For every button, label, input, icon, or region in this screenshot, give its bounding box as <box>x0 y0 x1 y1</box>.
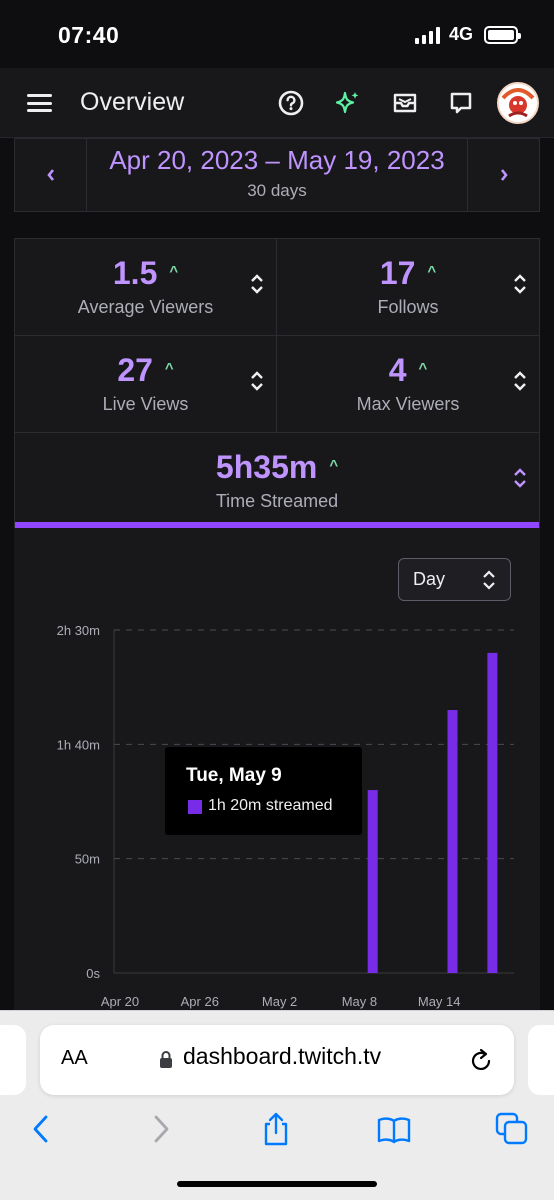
stat-label: Follows <box>377 297 439 317</box>
previous-range-button[interactable] <box>15 139 87 211</box>
stat-live-views[interactable]: 27 ^ Live Views <box>15 336 277 433</box>
whispers-icon[interactable] <box>447 89 475 117</box>
status-bar: 07:40 4G <box>0 0 554 68</box>
stat-value: 1.5 <box>112 255 158 291</box>
next-range-button[interactable] <box>467 139 539 211</box>
chart-tooltip: Tue, May 9 1h 20m streamed <box>165 747 362 835</box>
chevron-updown-icon <box>483 570 495 590</box>
sparkle-icon[interactable] <box>334 89 362 117</box>
stat-label: Time Streamed <box>215 491 339 511</box>
tooltip-title: Tue, May 9 <box>186 765 282 786</box>
arrow-up-icon: ^ <box>427 263 437 280</box>
reload-icon[interactable] <box>470 1047 494 1073</box>
selected-stat-indicator <box>15 522 539 528</box>
bookmarks-icon[interactable] <box>377 1112 411 1146</box>
arrow-up-icon: ^ <box>169 263 179 280</box>
y-tick-label: 2h 30m <box>57 623 100 638</box>
chevron-left-icon <box>46 169 54 181</box>
chevron-right-icon <box>500 169 508 181</box>
arrow-up-icon: ^ <box>164 360 174 377</box>
reader-settings-button[interactable]: AA <box>61 1047 88 1069</box>
sort-icon[interactable] <box>513 467 527 489</box>
chart-bar[interactable] <box>447 710 458 973</box>
previous-tab-peek[interactable] <box>0 1025 26 1095</box>
network-type: 4G <box>448 24 473 44</box>
app-header: Overview <box>0 68 554 138</box>
stat-value: 5h35m <box>215 449 318 485</box>
stat-label: Live Views <box>102 394 189 414</box>
stat-time-streamed[interactable]: 5h35m ^ Time Streamed <box>15 433 539 528</box>
tabs-icon[interactable] <box>495 1112 529 1146</box>
stat-value: 17 <box>379 255 416 291</box>
next-tab-peek[interactable] <box>528 1025 554 1095</box>
stat-label: Max Viewers <box>356 394 460 414</box>
stat-value: 4 <box>388 352 407 388</box>
sort-icon[interactable] <box>513 370 527 392</box>
url-text[interactable]: dashboard.twitch.tv <box>183 1043 382 1069</box>
x-tick-label: May 14 <box>418 994 461 1009</box>
cellular-signal-icon <box>414 26 440 44</box>
x-tick-label: May 8 <box>342 994 377 1009</box>
chart-bar[interactable] <box>367 790 378 973</box>
tooltip-swatch <box>188 800 202 814</box>
avatar-image <box>499 84 537 122</box>
x-tick-label: Apr 26 <box>181 994 219 1009</box>
share-icon[interactable] <box>259 1112 293 1146</box>
help-icon[interactable] <box>277 89 305 117</box>
avatar[interactable] <box>497 82 539 124</box>
page-title: Overview <box>80 88 185 116</box>
address-bar[interactable]: AA dashboard.twitch.tv <box>40 1025 514 1095</box>
inbox-icon[interactable] <box>391 89 419 117</box>
stat-value: 27 <box>117 352 153 388</box>
x-tick-label: Apr 20 <box>101 994 139 1009</box>
battery-icon <box>484 25 521 44</box>
sort-icon[interactable] <box>513 273 527 295</box>
stat-average-viewers[interactable]: 1.5 ^ Average Viewers <box>15 239 277 336</box>
date-range-picker: Apr 20, 2023 – May 19, 2023 30 days <box>14 138 540 212</box>
stats-panel: 1.5 ^ Average Viewers 17 ^ Follows 27 ^ Liv… <box>14 238 540 528</box>
status-indicators: 4G <box>414 24 521 45</box>
chart-bar[interactable] <box>487 652 498 973</box>
back-icon[interactable] <box>24 1112 58 1146</box>
interval-select-value: Day <box>413 569 446 589</box>
sort-icon[interactable] <box>250 370 264 392</box>
y-tick-label: 0s <box>86 966 100 981</box>
forward-icon[interactable] <box>144 1112 178 1146</box>
menu-icon[interactable] <box>27 94 52 112</box>
sort-icon[interactable] <box>250 273 264 295</box>
lock-icon <box>160 1051 172 1068</box>
stat-label: Average Viewers <box>77 297 214 317</box>
date-range-days: 30 days <box>247 181 307 200</box>
arrow-up-icon: ^ <box>418 360 428 377</box>
status-time: 07:40 <box>58 22 120 48</box>
home-indicator <box>177 1181 377 1187</box>
stat-max-viewers[interactable]: 4 ^ Max Viewers <box>277 336 539 433</box>
arrow-up-icon: ^ <box>329 457 339 474</box>
browser-toolbar: AA dashboard.twitch.tv <box>0 1010 554 1200</box>
stat-follows[interactable]: 17 ^ Follows <box>277 239 539 336</box>
y-tick-label: 50m <box>75 852 100 867</box>
date-range-label[interactable]: Apr 20, 2023 – May 19, 2023 <box>109 145 445 175</box>
y-tick-label: 1h 40m <box>57 737 100 752</box>
x-tick-label: May 2 <box>262 994 297 1009</box>
tooltip-text: 1h 20m streamed <box>208 797 333 814</box>
interval-select[interactable]: Day <box>398 558 511 601</box>
